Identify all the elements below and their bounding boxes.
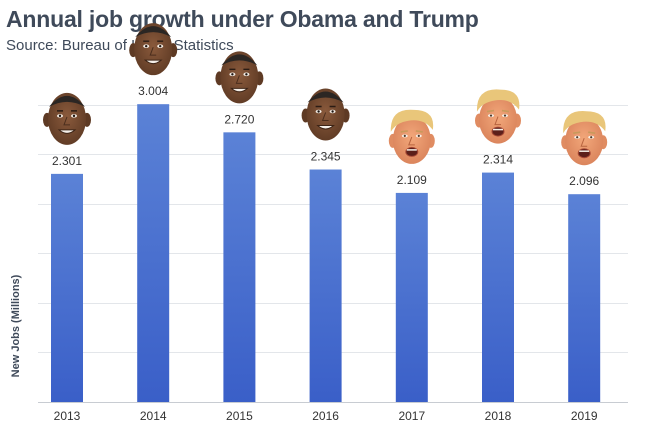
data-label: 2.096 <box>569 174 599 188</box>
x-tick-label: 2015 <box>226 409 253 423</box>
data-label: 2.345 <box>311 150 341 164</box>
obama-face-icon <box>215 51 264 104</box>
bar <box>137 104 170 402</box>
data-label: 3.004 <box>138 84 168 98</box>
trump-face-icon <box>561 111 608 166</box>
obama-face-icon <box>43 92 91 145</box>
bar <box>395 192 428 402</box>
data-label: 2.314 <box>483 153 513 167</box>
x-tick-label: 2013 <box>54 409 81 423</box>
trump-face-icon <box>475 89 521 144</box>
value-labels: 2.301 3.004 2.720 2.345 2.109 2.314 2.096 <box>52 84 600 188</box>
bar <box>309 169 342 402</box>
x-tick-label: 2019 <box>571 409 598 423</box>
x-tick-label: 2018 <box>485 409 512 423</box>
data-label: 2.720 <box>224 112 254 126</box>
y-axis-label: New Jobs (Millions) <box>10 274 22 377</box>
president-faces <box>43 23 608 166</box>
bar <box>482 172 514 402</box>
bar <box>568 194 601 402</box>
trump-face-icon <box>388 109 435 164</box>
obama-face-icon <box>129 23 178 76</box>
x-tick-label: 2014 <box>140 409 167 423</box>
x-tick-label: 2017 <box>398 409 425 423</box>
obama-face-icon <box>301 88 350 141</box>
data-label: 2.301 <box>52 154 82 168</box>
chart-title: Annual job growth under Obama and Trump <box>6 6 479 32</box>
bars <box>51 104 601 402</box>
x-tick-label: 2016 <box>312 409 339 423</box>
x-axis-ticks: 2013 2014 2015 2016 2017 2018 2019 <box>54 409 598 423</box>
bar <box>223 132 256 402</box>
bar <box>51 173 83 402</box>
data-label: 2.109 <box>397 173 427 187</box>
